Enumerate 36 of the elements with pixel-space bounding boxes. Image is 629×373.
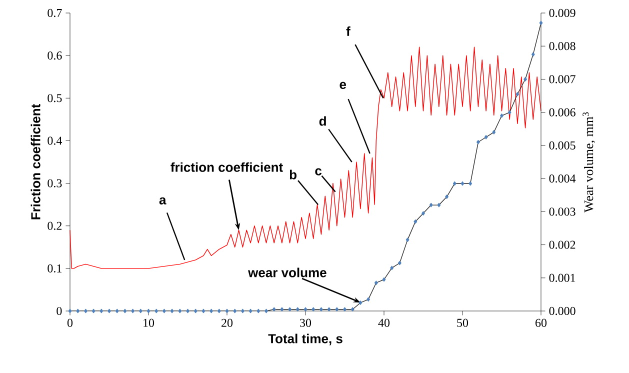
- y-tick-label: 0.4: [48, 136, 62, 145]
- y-tick-label: 0.6: [48, 52, 62, 60]
- annotation: a: [159, 197, 166, 204]
- annotation: friction coefficient: [170, 162, 283, 172]
- annotation: b: [290, 170, 296, 180]
- x-tick-label: 10: [144, 318, 154, 327]
- y-tick-label: 0.2: [48, 222, 62, 230]
- y2-tick-label: 0.002: [549, 240, 576, 249]
- x-tick-label: 50: [457, 318, 468, 327]
- y-tick-label: 0: [56, 306, 62, 316]
- y-tick-label: 0.7: [48, 8, 62, 18]
- y2-tick-label: 0.004: [549, 174, 576, 183]
- y2-tick-label: 0.008: [549, 42, 576, 50]
- y-tick-label: 0.1: [48, 264, 62, 273]
- x-tick-label: 40: [378, 318, 390, 327]
- x-tick-label: 30: [300, 318, 312, 327]
- y2-tick-label: 0.006: [549, 108, 576, 116]
- annotation: f: [346, 26, 350, 36]
- x-tick-label: 60: [536, 318, 547, 327]
- y2-tick-label: 0.009: [549, 8, 576, 18]
- y2-tick-label: 0.007: [549, 75, 576, 84]
- y-tick-label: 0.3: [48, 179, 62, 188]
- x-tick-label: 20: [222, 318, 233, 327]
- y2-tick-label: 0.000: [549, 306, 576, 316]
- x-tick-label: 0: [67, 318, 73, 327]
- x-axis-title: Total time, s: [268, 334, 342, 346]
- annotation: c: [315, 168, 322, 176]
- y2-tick-label: 0.001: [549, 274, 576, 282]
- annotation: wear volume: [248, 268, 326, 278]
- annotation: d: [319, 116, 326, 126]
- y-axis-title: Friction coefficient: [30, 104, 40, 220]
- y2-tick-label: 0.003: [549, 208, 576, 216]
- annotation: e: [340, 82, 346, 90]
- y-tick-label: 0.5: [48, 94, 62, 102]
- y2-axis-title: Wear volume, mm$^{3}$: [582, 112, 596, 213]
- y2-tick-label: 0.005: [549, 141, 576, 150]
